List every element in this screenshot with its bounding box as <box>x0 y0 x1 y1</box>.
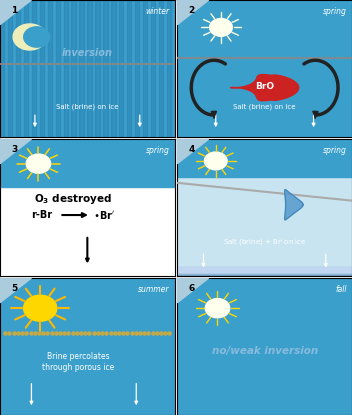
Bar <box>24 0 28 137</box>
Bar <box>177 269 352 273</box>
Bar <box>63 0 68 137</box>
Bar <box>119 0 124 137</box>
Bar <box>8 0 12 137</box>
Text: $\bullet$Br$'$: $\bullet$Br$'$ <box>93 209 115 221</box>
Polygon shape <box>285 190 303 220</box>
Bar <box>177 267 352 272</box>
Text: 5: 5 <box>11 284 18 293</box>
Bar <box>56 0 60 137</box>
Bar <box>177 271 352 276</box>
Bar <box>87 0 92 137</box>
Text: 3: 3 <box>11 145 18 154</box>
Bar <box>16 0 20 137</box>
Bar <box>177 268 352 272</box>
Bar <box>177 267 352 271</box>
Bar <box>95 0 100 137</box>
Polygon shape <box>24 27 50 47</box>
Bar <box>159 0 163 137</box>
Bar <box>177 139 352 177</box>
Bar <box>177 271 352 275</box>
Bar <box>177 268 352 273</box>
Polygon shape <box>177 0 209 24</box>
Bar <box>177 271 352 275</box>
Text: spring: spring <box>323 7 347 16</box>
Text: r-Br: r-Br <box>31 210 52 220</box>
Bar <box>177 267 352 272</box>
Text: Salt (brine) on ice: Salt (brine) on ice <box>56 103 119 110</box>
Bar <box>177 270 352 274</box>
Bar <box>40 0 44 137</box>
Polygon shape <box>177 278 209 303</box>
Text: summer: summer <box>138 285 169 294</box>
Text: spring: spring <box>323 146 347 155</box>
Bar <box>177 269 352 273</box>
Bar <box>177 267 352 272</box>
Bar <box>177 270 352 274</box>
Bar <box>0 139 175 187</box>
Circle shape <box>24 295 57 321</box>
Circle shape <box>205 298 230 318</box>
Text: Salt (brine) + Br$'$ on ice: Salt (brine) + Br$'$ on ice <box>223 238 307 249</box>
Bar <box>127 0 131 137</box>
Bar <box>177 270 352 274</box>
Bar <box>177 268 352 273</box>
Text: fall: fall <box>335 285 347 294</box>
Text: 1: 1 <box>11 6 18 15</box>
Bar <box>80 0 84 137</box>
Bar <box>0 0 4 137</box>
Bar <box>177 271 352 276</box>
Polygon shape <box>0 139 31 164</box>
Text: Salt (brine) on ice: Salt (brine) on ice <box>233 103 296 110</box>
Circle shape <box>26 154 51 173</box>
Bar <box>143 0 147 137</box>
Bar <box>177 269 352 274</box>
Bar <box>177 269 352 274</box>
Bar <box>177 269 352 273</box>
Text: BrO: BrO <box>255 83 274 91</box>
Bar <box>103 0 108 137</box>
Bar <box>48 0 52 137</box>
Bar <box>71 0 76 137</box>
Bar <box>177 269 352 273</box>
Bar <box>177 270 352 275</box>
Text: 4: 4 <box>189 145 195 154</box>
Bar <box>177 269 352 274</box>
Bar <box>111 0 115 137</box>
Bar <box>32 0 36 137</box>
Text: through porous ice: through porous ice <box>43 363 115 371</box>
Polygon shape <box>13 24 46 50</box>
Text: spring: spring <box>146 146 169 155</box>
Text: no/weak inversion: no/weak inversion <box>212 346 318 356</box>
Bar <box>177 271 352 276</box>
Text: 6: 6 <box>189 284 195 293</box>
Bar <box>167 0 171 137</box>
Polygon shape <box>177 139 209 164</box>
Text: winter: winter <box>145 7 169 16</box>
Bar <box>177 270 352 275</box>
Bar <box>177 270 352 275</box>
Circle shape <box>210 19 232 36</box>
Polygon shape <box>0 0 31 24</box>
Bar <box>151 0 155 137</box>
Text: $\mathbf{O_3}$ destroyed: $\mathbf{O_3}$ destroyed <box>34 192 112 205</box>
Bar <box>177 271 352 276</box>
Polygon shape <box>231 75 299 101</box>
Bar <box>177 268 352 273</box>
Bar <box>177 271 352 276</box>
Polygon shape <box>0 278 31 303</box>
Text: 2: 2 <box>189 6 195 15</box>
Bar <box>177 268 352 272</box>
Bar <box>135 0 139 137</box>
Text: Brine percolates: Brine percolates <box>47 352 110 361</box>
Text: inversion: inversion <box>62 48 113 58</box>
Circle shape <box>205 152 227 170</box>
Bar <box>177 269 352 273</box>
